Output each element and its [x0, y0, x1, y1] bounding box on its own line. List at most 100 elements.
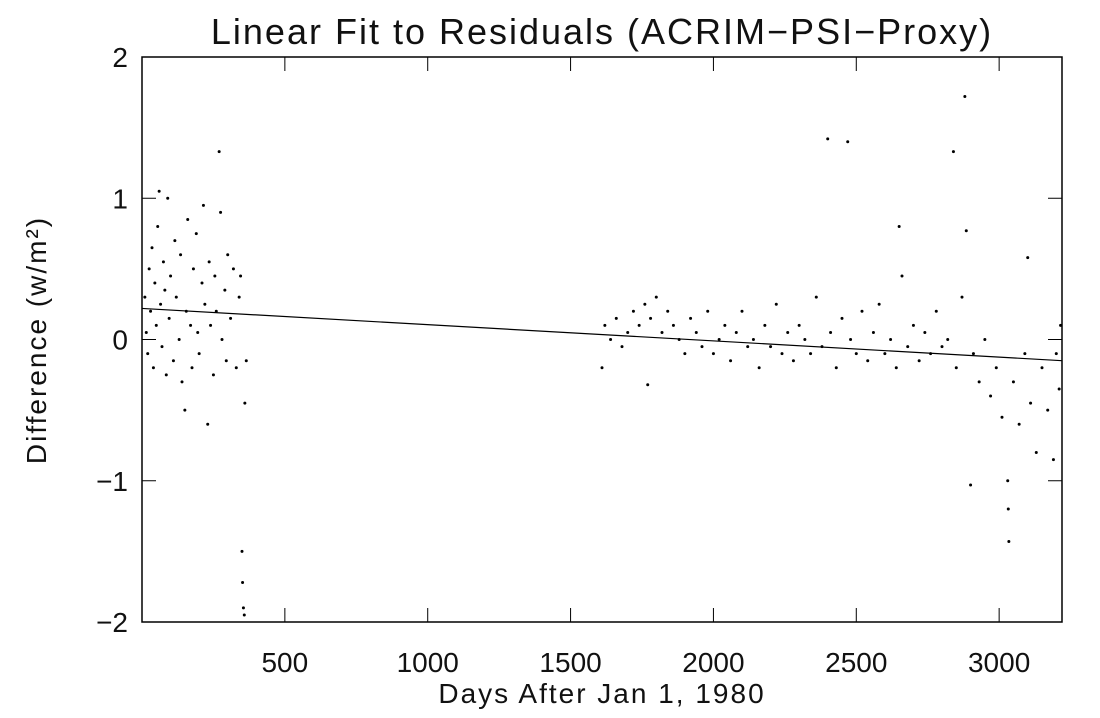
data-point — [207, 260, 211, 264]
data-point — [646, 383, 650, 387]
data-point — [971, 352, 975, 356]
data-point — [963, 95, 967, 99]
data-point — [220, 338, 224, 341]
data-point — [174, 295, 178, 299]
data-point — [706, 309, 710, 313]
data-point — [854, 352, 858, 356]
data-point — [860, 309, 864, 313]
data-point — [229, 316, 233, 320]
data-point — [214, 309, 218, 313]
data-point — [242, 613, 246, 617]
data-point — [151, 366, 155, 370]
data-point — [153, 281, 157, 285]
data-point — [161, 260, 165, 264]
data-point — [147, 267, 151, 271]
data-point — [631, 309, 635, 313]
data-point — [223, 288, 227, 292]
data-point — [1007, 539, 1011, 543]
data-point — [666, 309, 670, 313]
x-tick-label: 2500 — [825, 647, 887, 678]
data-point — [689, 316, 693, 320]
data-point — [977, 380, 981, 384]
data-point — [156, 225, 160, 228]
data-point — [729, 359, 733, 363]
data-point — [203, 302, 207, 306]
data-point — [900, 274, 904, 278]
data-point — [671, 323, 675, 327]
data-point — [786, 330, 790, 334]
data-point — [149, 309, 153, 313]
data-point — [614, 316, 618, 320]
data-point — [231, 267, 235, 271]
data-point — [166, 196, 170, 200]
data-point — [951, 150, 955, 154]
data-point — [849, 338, 853, 341]
y-tick-label: 1 — [112, 183, 128, 214]
data-point — [964, 229, 968, 233]
data-point — [960, 295, 964, 299]
data-point — [637, 323, 641, 327]
data-point — [774, 302, 778, 306]
data-point — [620, 345, 624, 349]
data-point — [694, 330, 698, 334]
data-point — [1011, 380, 1015, 384]
data-point — [219, 210, 223, 214]
y-tick-label: −1 — [96, 466, 128, 497]
x-tick-label: 3000 — [968, 647, 1030, 678]
data-point — [734, 330, 738, 334]
data-point — [146, 352, 150, 356]
x-tick-label: 1500 — [539, 647, 601, 678]
data-point — [157, 189, 161, 193]
data-point — [217, 150, 221, 154]
data-point — [757, 366, 761, 370]
data-point — [150, 246, 154, 250]
data-point — [1026, 256, 1030, 260]
data-point — [211, 373, 215, 377]
data-point — [649, 316, 653, 320]
data-point — [994, 366, 998, 370]
data-point — [871, 330, 875, 334]
data-point — [183, 408, 187, 412]
data-point — [177, 338, 181, 341]
y-tick-label: 0 — [112, 325, 128, 356]
data-point — [144, 330, 148, 334]
data-point — [173, 239, 177, 243]
data-point — [889, 338, 893, 341]
data-point — [169, 274, 173, 278]
data-point — [241, 580, 245, 584]
data-point — [1017, 422, 1021, 426]
data-point — [1006, 479, 1010, 483]
data-point — [700, 345, 704, 349]
data-point — [683, 352, 687, 356]
data-point — [190, 366, 194, 370]
data-point — [791, 359, 795, 363]
data-point — [934, 309, 938, 313]
data-point — [234, 366, 238, 370]
data-point — [989, 394, 993, 398]
y-tick-label: −2 — [96, 607, 128, 638]
data-point — [809, 352, 813, 356]
data-point — [241, 606, 245, 610]
fit-line — [141, 307, 1063, 362]
data-point — [159, 302, 163, 306]
data-point — [814, 295, 818, 299]
data-point — [244, 359, 248, 363]
data-point — [803, 338, 807, 341]
data-point — [237, 295, 241, 299]
data-point — [206, 422, 210, 426]
data-point — [201, 203, 205, 207]
x-tick-label: 1000 — [397, 647, 459, 678]
data-point — [226, 253, 230, 257]
data-point — [171, 359, 175, 363]
data-point — [167, 316, 171, 320]
data-point — [240, 549, 244, 553]
data-point — [1023, 352, 1027, 356]
data-point — [780, 352, 784, 356]
data-point — [194, 232, 198, 236]
data-point — [186, 217, 190, 221]
data-point — [1040, 366, 1044, 370]
data-point — [840, 316, 844, 320]
data-point — [191, 267, 195, 271]
y-axis-label: Difference (w/m²) — [21, 216, 52, 464]
